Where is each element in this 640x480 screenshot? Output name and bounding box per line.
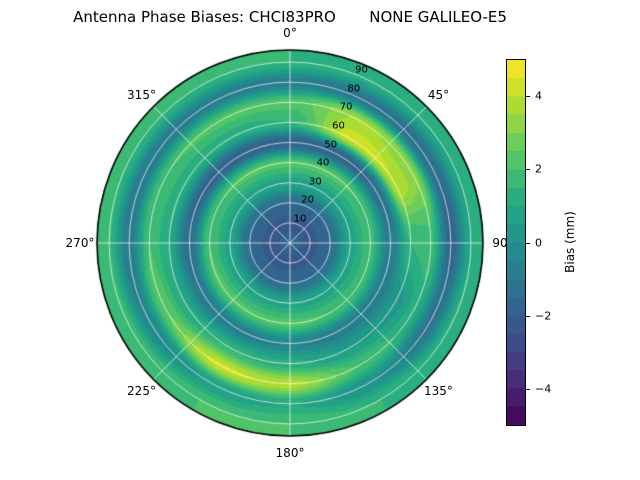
- azimuth-label: 315°: [127, 87, 156, 102]
- colorbar-axis-label: Bias (mm): [563, 211, 577, 273]
- radial-tick-label: 50: [324, 139, 338, 151]
- radial-tick-label: 90: [355, 64, 368, 76]
- azimuth-label: 135°: [424, 384, 453, 399]
- colorbar-tick-label: 4: [535, 89, 542, 103]
- azimuth-label: 90: [492, 236, 508, 250]
- colorbar-tick: [526, 389, 530, 391]
- colorbar-tick-label: −4: [535, 382, 552, 396]
- azimuth-label: 180°: [275, 446, 305, 460]
- colorbar: Bias (mm) −4 −2 0 2 4: [506, 59, 626, 426]
- azimuth-label: 0°: [283, 26, 297, 40]
- radial-tick-label: 40: [316, 157, 330, 169]
- colorbar-tick: [526, 315, 530, 317]
- colorbar-tick-label: 0: [535, 236, 542, 249]
- polar-plot-area: 0° 45° 90 135° 180° 225° 270° 315° 10 20 30 40 50 60 7…: [66, 26, 508, 460]
- colorbar-tick: [526, 169, 530, 171]
- radial-tick-label: 20: [301, 194, 315, 206]
- azimuth-label: 270°: [65, 236, 95, 250]
- radial-tick-label: 80: [347, 83, 361, 95]
- colorbar-tick: [526, 242, 530, 244]
- colorbar-tick-label: 2: [535, 162, 542, 176]
- colorbar-gradient: [506, 59, 526, 426]
- chart-title: Antenna Phase Biases: CHCI83PRO NONE GAL…: [73, 8, 507, 26]
- polar-heatmap-canvas: [95, 48, 485, 438]
- radial-tick-label: 60: [332, 120, 345, 132]
- colorbar-tick: [526, 95, 530, 97]
- radial-tick-label: 30: [309, 176, 322, 188]
- azimuth-label: 45°: [427, 87, 450, 102]
- azimuth-label: 225°: [127, 384, 156, 399]
- radial-tick-label: 10: [293, 213, 307, 225]
- radial-tick-label: 70: [339, 101, 353, 113]
- colorbar-tick-label: −2: [535, 309, 552, 323]
